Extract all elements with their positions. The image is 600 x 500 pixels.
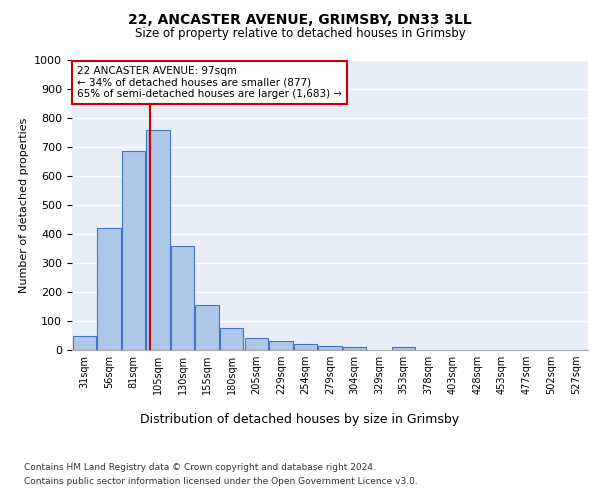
Bar (220, 328, 244, 350)
Bar (73, 336, 96, 350)
Bar (196, 305, 219, 350)
Bar (122, 152, 145, 350)
Text: Distribution of detached houses by size in Grimsby: Distribution of detached houses by size … (140, 412, 460, 426)
Bar (146, 130, 170, 350)
Y-axis label: Number of detached properties: Number of detached properties (19, 118, 29, 292)
Bar (171, 246, 194, 350)
Bar (392, 347, 415, 350)
Text: 22 ANCASTER AVENUE: 97sqm
← 34% of detached houses are smaller (877)
65% of semi: 22 ANCASTER AVENUE: 97sqm ← 34% of detac… (77, 66, 342, 99)
Bar (97, 228, 121, 350)
Bar (343, 347, 366, 350)
Text: 22, ANCASTER AVENUE, GRIMSBY, DN33 3LL: 22, ANCASTER AVENUE, GRIMSBY, DN33 3LL (128, 12, 472, 26)
Bar (294, 344, 317, 350)
Bar (319, 346, 341, 350)
Text: Contains HM Land Registry data © Crown copyright and database right 2024.: Contains HM Land Registry data © Crown c… (24, 462, 376, 471)
Bar (245, 338, 268, 350)
Text: Contains public sector information licensed under the Open Government Licence v3: Contains public sector information licen… (24, 478, 418, 486)
Bar (269, 342, 293, 350)
Text: Size of property relative to detached houses in Grimsby: Size of property relative to detached ho… (134, 28, 466, 40)
